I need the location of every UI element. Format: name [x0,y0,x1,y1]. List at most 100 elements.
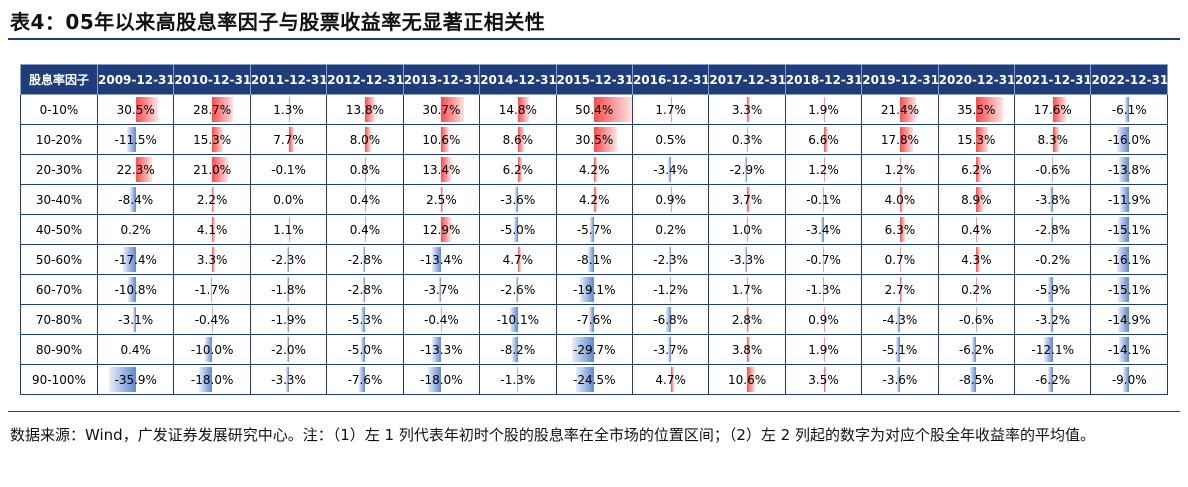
positive-data-bar [594,157,598,182]
cell-value: -0.1% [806,192,841,207]
cell-value: 0.4% [349,192,381,207]
negative-data-bar [428,367,442,392]
cell-value: -4.3% [882,312,918,327]
column-header: 2017-12-31 [708,64,786,95]
table-cell: -10.1% [479,304,557,335]
positive-data-bar [441,127,450,152]
cell-value: -3.2% [1035,312,1071,327]
negative-data-bar [1119,157,1130,182]
table-cell: -0.7% [784,244,863,275]
table-cell: 1.7% [631,94,710,125]
table-cell: 1.1% [249,214,328,245]
table-cell: -2.8% [326,274,404,305]
positive-data-bar [670,97,672,122]
cell-value: 4.3% [961,252,992,267]
table-cell: -16.1% [1090,244,1168,275]
negative-data-bar [897,367,900,392]
cell-value: 17.6% [1033,102,1072,117]
row-label: 40-50% [20,214,98,245]
cell-value: -24.5% [573,372,616,387]
table-cell: 28.7% [173,94,251,125]
positive-data-bar [212,217,216,242]
table-cell: -18.0% [173,364,251,395]
cell-value: 1.9% [808,342,839,357]
negative-data-bar [287,277,289,302]
table-cell: 8.0% [326,124,404,155]
cell-value: -18.0% [420,372,463,387]
positive-data-bar [823,127,829,152]
cell-value: -0.2% [1035,252,1071,267]
table-cell: 3.8% [708,334,786,365]
cell-value: -1.3% [500,372,536,387]
negative-data-bar [1124,97,1130,122]
header-row: 股息率因子 2009-12-31 2010-12-31 2011-12-31 2012… [20,64,1168,95]
cell-value: -2.8% [347,282,383,297]
table-cell: -1.3% [784,274,863,305]
cell-value: 1.3% [273,102,304,117]
table-cell: -8.1% [555,244,633,275]
negative-data-bar [361,307,365,332]
positive-data-bar [899,247,901,272]
table-cell: -1.2% [631,274,710,305]
table-cell: 1.9% [784,334,863,365]
negative-data-bar [669,277,671,302]
positive-data-bar [288,97,290,122]
cell-value: -1.2% [653,282,689,297]
row-label: 60-70% [20,274,98,305]
cell-value: -1.9% [271,312,306,327]
table-cell: 1.7% [708,274,786,305]
negative-data-bar [1118,307,1130,332]
table-cell: -14.1% [1090,334,1168,365]
cell-value: -10.8% [114,282,157,297]
table-cell: -14.9% [1090,304,1168,335]
table-cell: 10.6% [708,364,786,395]
negative-data-bar [129,187,136,212]
negative-data-bar [511,337,518,362]
table-cell: 2.2% [173,184,251,215]
positive-data-bar [976,187,983,212]
table-cell: -1.3% [479,364,557,395]
positive-data-bar [823,337,825,362]
negative-data-bar [133,307,136,332]
cell-value: -29.7% [573,342,616,357]
column-header: 2021-12-31 [1014,64,1092,95]
positive-data-bar [823,367,827,392]
table-cell: 0.3% [708,124,786,155]
positive-data-bar [517,247,522,272]
positive-data-bar [288,217,290,242]
negative-data-bar [287,337,289,362]
cell-value: 13.8% [345,102,385,117]
table-cell: -5.1% [861,334,939,365]
table-cell: -8.2% [479,334,557,365]
table-cell: 6.3% [861,214,939,245]
table-cell: 2.8% [708,304,786,335]
cell-value: 0.2% [655,222,686,237]
table-cell: -6.2% [1014,364,1092,395]
positive-data-bar [747,277,749,302]
cell-value: 4.7% [655,372,686,387]
cell-value: 4.0% [884,192,916,207]
cell-value: 8.6% [502,132,534,147]
table-cell: -19.1% [555,274,633,305]
cell-value: -8.4% [118,192,154,207]
row-label: 50-60% [20,244,98,275]
cell-value: -2.8% [1035,222,1071,237]
table-cell: -11.9% [1090,184,1168,215]
table-cell: 21.0% [173,154,251,185]
positive-data-bar [212,247,215,272]
negative-data-bar [590,217,595,242]
table-cell: 17.8% [861,124,939,155]
cell-value: -5.9% [1035,282,1071,297]
table-cell: -2.0% [249,334,328,365]
negative-data-bar [1118,337,1130,362]
table-cell: -2.3% [631,244,710,275]
table-cell: -2.8% [326,244,404,275]
negative-data-bar [744,247,748,272]
cell-value: 3.7% [731,192,763,207]
table-cell: 50.4% [555,94,633,125]
table-cell: 8.9% [937,184,1016,215]
cell-value: 1.7% [655,102,686,117]
table-cell: 0.0% [249,184,328,215]
negative-data-bar [286,247,289,272]
table-cell: -13.8% [1090,154,1168,185]
